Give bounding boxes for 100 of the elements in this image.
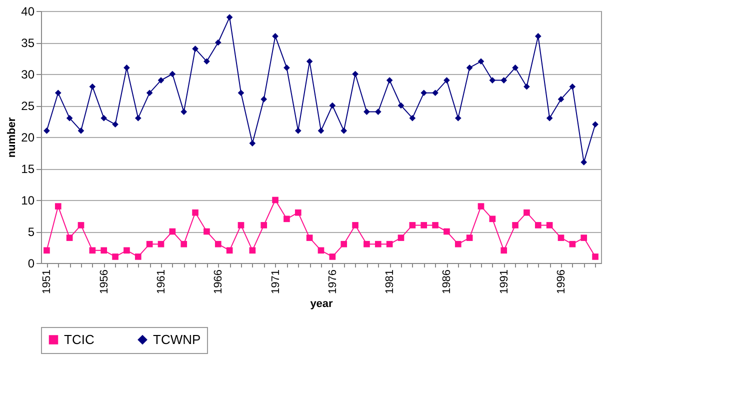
point bbox=[580, 234, 588, 241]
point bbox=[238, 90, 244, 96]
point bbox=[124, 64, 130, 71]
point bbox=[284, 216, 290, 222]
point bbox=[558, 234, 564, 241]
point bbox=[272, 196, 278, 204]
point bbox=[284, 64, 290, 71]
point bbox=[146, 240, 153, 248]
point bbox=[489, 216, 496, 222]
x-tick-label: 1951 bbox=[41, 270, 54, 294]
y-tick-label: 15 bbox=[21, 162, 35, 176]
point bbox=[158, 240, 164, 248]
point bbox=[169, 70, 176, 78]
point bbox=[260, 96, 268, 102]
y-tick-label: 5 bbox=[28, 225, 35, 239]
point bbox=[112, 254, 118, 260]
x-axis-title: year bbox=[310, 298, 334, 310]
point bbox=[54, 203, 62, 210]
point bbox=[340, 240, 348, 248]
point bbox=[238, 222, 244, 228]
point bbox=[214, 240, 222, 248]
point bbox=[592, 254, 598, 260]
point bbox=[204, 228, 210, 235]
point bbox=[124, 247, 130, 254]
point bbox=[386, 240, 393, 248]
point bbox=[100, 247, 108, 254]
point bbox=[524, 83, 530, 90]
point bbox=[569, 240, 576, 248]
point bbox=[580, 159, 588, 166]
point bbox=[478, 58, 484, 65]
point bbox=[204, 58, 210, 65]
point bbox=[294, 209, 302, 216]
point bbox=[386, 77, 393, 84]
x-tick-label: 1981 bbox=[384, 270, 396, 294]
legend-label: TCIC bbox=[64, 332, 94, 347]
point bbox=[66, 114, 73, 122]
point bbox=[534, 33, 542, 40]
x-tick-label: 1996 bbox=[556, 270, 568, 294]
point bbox=[180, 240, 188, 248]
point bbox=[500, 77, 508, 84]
point bbox=[374, 108, 382, 115]
point bbox=[558, 96, 564, 102]
point bbox=[192, 209, 198, 216]
point bbox=[432, 222, 438, 228]
point bbox=[134, 254, 142, 260]
x-tick-label: 1971 bbox=[270, 270, 282, 294]
point bbox=[249, 247, 256, 254]
y-tick-label: 40 bbox=[21, 4, 35, 18]
point bbox=[364, 108, 370, 115]
point bbox=[420, 222, 428, 228]
point bbox=[306, 234, 313, 241]
point bbox=[260, 222, 268, 228]
point bbox=[352, 222, 358, 228]
point bbox=[489, 77, 496, 84]
point bbox=[66, 234, 73, 241]
point bbox=[329, 254, 336, 260]
point bbox=[329, 102, 336, 109]
point bbox=[249, 140, 256, 146]
point bbox=[318, 128, 324, 134]
point bbox=[534, 222, 542, 228]
point bbox=[444, 228, 450, 235]
point bbox=[112, 121, 118, 128]
point bbox=[272, 33, 278, 40]
y-tick-label: 10 bbox=[21, 194, 35, 208]
point bbox=[352, 70, 358, 78]
point bbox=[409, 222, 416, 228]
legend-label: TCWNP bbox=[153, 332, 201, 347]
point bbox=[512, 64, 518, 71]
point bbox=[420, 90, 428, 96]
point bbox=[444, 77, 450, 84]
point bbox=[546, 222, 553, 228]
point bbox=[340, 128, 348, 134]
y-axis-title: number bbox=[6, 116, 18, 158]
point bbox=[318, 247, 324, 254]
point bbox=[89, 247, 96, 254]
x-tick-label: 1991 bbox=[498, 270, 510, 294]
point bbox=[214, 39, 222, 46]
point bbox=[146, 90, 153, 96]
point bbox=[89, 83, 96, 90]
point bbox=[78, 222, 84, 228]
point bbox=[294, 128, 302, 134]
point bbox=[192, 46, 198, 52]
point bbox=[44, 128, 50, 134]
point bbox=[512, 222, 518, 228]
point bbox=[364, 240, 370, 248]
y-tick-label: 20 bbox=[21, 130, 35, 144]
point bbox=[374, 240, 382, 248]
point bbox=[306, 58, 313, 65]
point bbox=[500, 247, 508, 254]
point bbox=[54, 90, 62, 96]
point bbox=[478, 203, 484, 210]
y-tick-label: 30 bbox=[21, 68, 35, 82]
point bbox=[409, 114, 416, 122]
point bbox=[524, 209, 530, 216]
x-tick-label: 1986 bbox=[441, 270, 454, 294]
x-tick-label: 1966 bbox=[212, 270, 225, 294]
x-tick-label: 1956 bbox=[98, 270, 110, 294]
point bbox=[454, 240, 462, 248]
point bbox=[466, 64, 473, 71]
point bbox=[466, 234, 473, 241]
